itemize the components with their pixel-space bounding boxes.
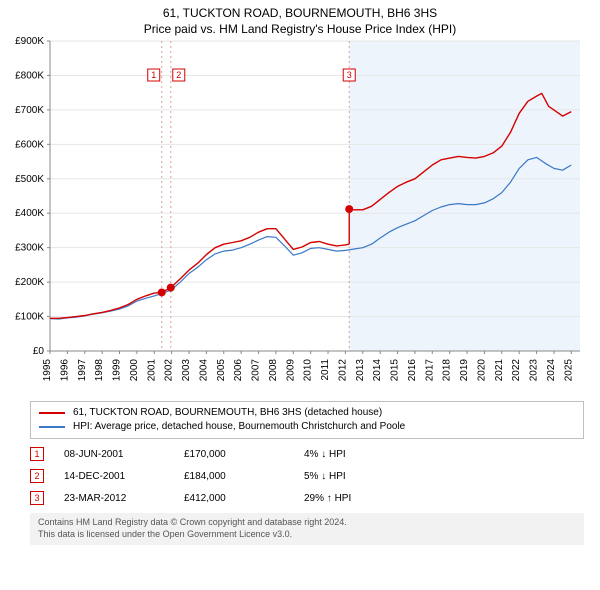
sales-table: 1 08-JUN-2001£170,0004% ↓ HPI 2 14-DEC-2001… [30,443,584,509]
svg-text:£400K: £400K [15,208,44,219]
sales-row: 3 23-MAR-2012£412,00029% ↑ HPI [30,487,584,509]
svg-text:1: 1 [151,70,156,80]
svg-text:2017: 2017 [424,359,435,382]
chart-header: 61, TUCKTON ROAD, BOURNEMOUTH, BH6 3HS P… [0,0,600,37]
svg-text:2015: 2015 [390,359,401,382]
sale-delta: 4% ↓ HPI [304,449,434,460]
svg-text:2009: 2009 [285,359,296,382]
svg-text:2024: 2024 [546,359,557,382]
svg-text:2: 2 [176,70,181,80]
svg-text:2004: 2004 [198,359,209,382]
svg-text:2022: 2022 [511,359,522,382]
sale-date: 08-JUN-2001 [64,449,184,460]
sale-price: £170,000 [184,449,304,460]
svg-text:2014: 2014 [372,359,383,382]
svg-text:2006: 2006 [233,359,244,382]
sale-price: £412,000 [184,493,304,504]
svg-text:1997: 1997 [77,359,88,382]
svg-text:£100K: £100K [15,312,44,323]
attribution-footer: Contains HM Land Registry data © Crown c… [30,513,584,544]
title-subtitle: Price paid vs. HM Land Registry's House … [0,22,600,38]
svg-text:2020: 2020 [476,359,487,382]
svg-text:1996: 1996 [59,359,70,382]
svg-text:2002: 2002 [164,359,175,382]
svg-text:2018: 2018 [442,359,453,382]
svg-text:1995: 1995 [42,359,53,382]
svg-text:2012: 2012 [337,359,348,382]
svg-text:£600K: £600K [15,140,44,151]
svg-text:2001: 2001 [146,359,157,382]
sale-date: 23-MAR-2012 [64,493,184,504]
svg-text:£200K: £200K [15,277,44,288]
svg-text:£900K: £900K [15,37,44,47]
svg-text:2005: 2005 [216,359,227,382]
svg-text:£300K: £300K [15,243,44,254]
svg-text:2003: 2003 [181,359,192,382]
chart-area: £0 £100K £200K £300K £400K £500K £600K £700K £80… [0,37,600,395]
price-chart: £0 £100K £200K £300K £400K £500K £600K £700K £80… [0,37,600,395]
legend-label-property: 61, TUCKTON ROAD, BOURNEMOUTH, BH6 3HS (… [73,406,382,420]
svg-text:£700K: £700K [15,105,44,116]
footer-line-1: Contains HM Land Registry data © Crown c… [38,517,576,529]
legend-row-hpi: HPI: Average price, detached house, Bour… [39,420,575,434]
svg-text:2010: 2010 [303,359,314,382]
sale-date: 14-DEC-2001 [64,471,184,482]
svg-text:2008: 2008 [268,359,279,382]
sale-marker-badge: 1 [30,447,44,461]
svg-text:£0: £0 [33,346,45,357]
title-address: 61, TUCKTON ROAD, BOURNEMOUTH, BH6 3HS [0,6,600,22]
legend: 61, TUCKTON ROAD, BOURNEMOUTH, BH6 3HS (… [30,401,584,439]
sale-price: £184,000 [184,471,304,482]
legend-row-property: 61, TUCKTON ROAD, BOURNEMOUTH, BH6 3HS (… [39,406,575,420]
svg-text:£800K: £800K [15,71,44,82]
footer-line-2: This data is licensed under the Open Gov… [38,529,576,541]
legend-swatch-red [39,412,65,414]
sale-marker-badge: 2 [30,469,44,483]
svg-text:2025: 2025 [563,359,574,382]
sales-row: 1 08-JUN-2001£170,0004% ↓ HPI [30,443,584,465]
legend-label-hpi: HPI: Average price, detached house, Bour… [73,420,405,434]
svg-text:£500K: £500K [15,174,44,185]
sale-marker-badge: 3 [30,491,44,505]
sales-row: 2 14-DEC-2001£184,0005% ↓ HPI [30,465,584,487]
svg-text:1998: 1998 [94,359,105,382]
svg-text:2000: 2000 [129,359,140,382]
svg-text:2016: 2016 [407,359,418,382]
sale-delta: 5% ↓ HPI [304,471,434,482]
svg-text:2013: 2013 [355,359,366,382]
svg-text:1999: 1999 [112,359,123,382]
svg-text:2023: 2023 [529,359,540,382]
svg-text:2007: 2007 [251,359,262,382]
svg-text:2011: 2011 [320,359,331,381]
svg-text:2019: 2019 [459,359,470,382]
legend-swatch-blue [39,426,65,428]
sale-delta: 29% ↑ HPI [304,493,434,504]
svg-text:3: 3 [347,70,352,80]
svg-text:2021: 2021 [494,359,505,382]
